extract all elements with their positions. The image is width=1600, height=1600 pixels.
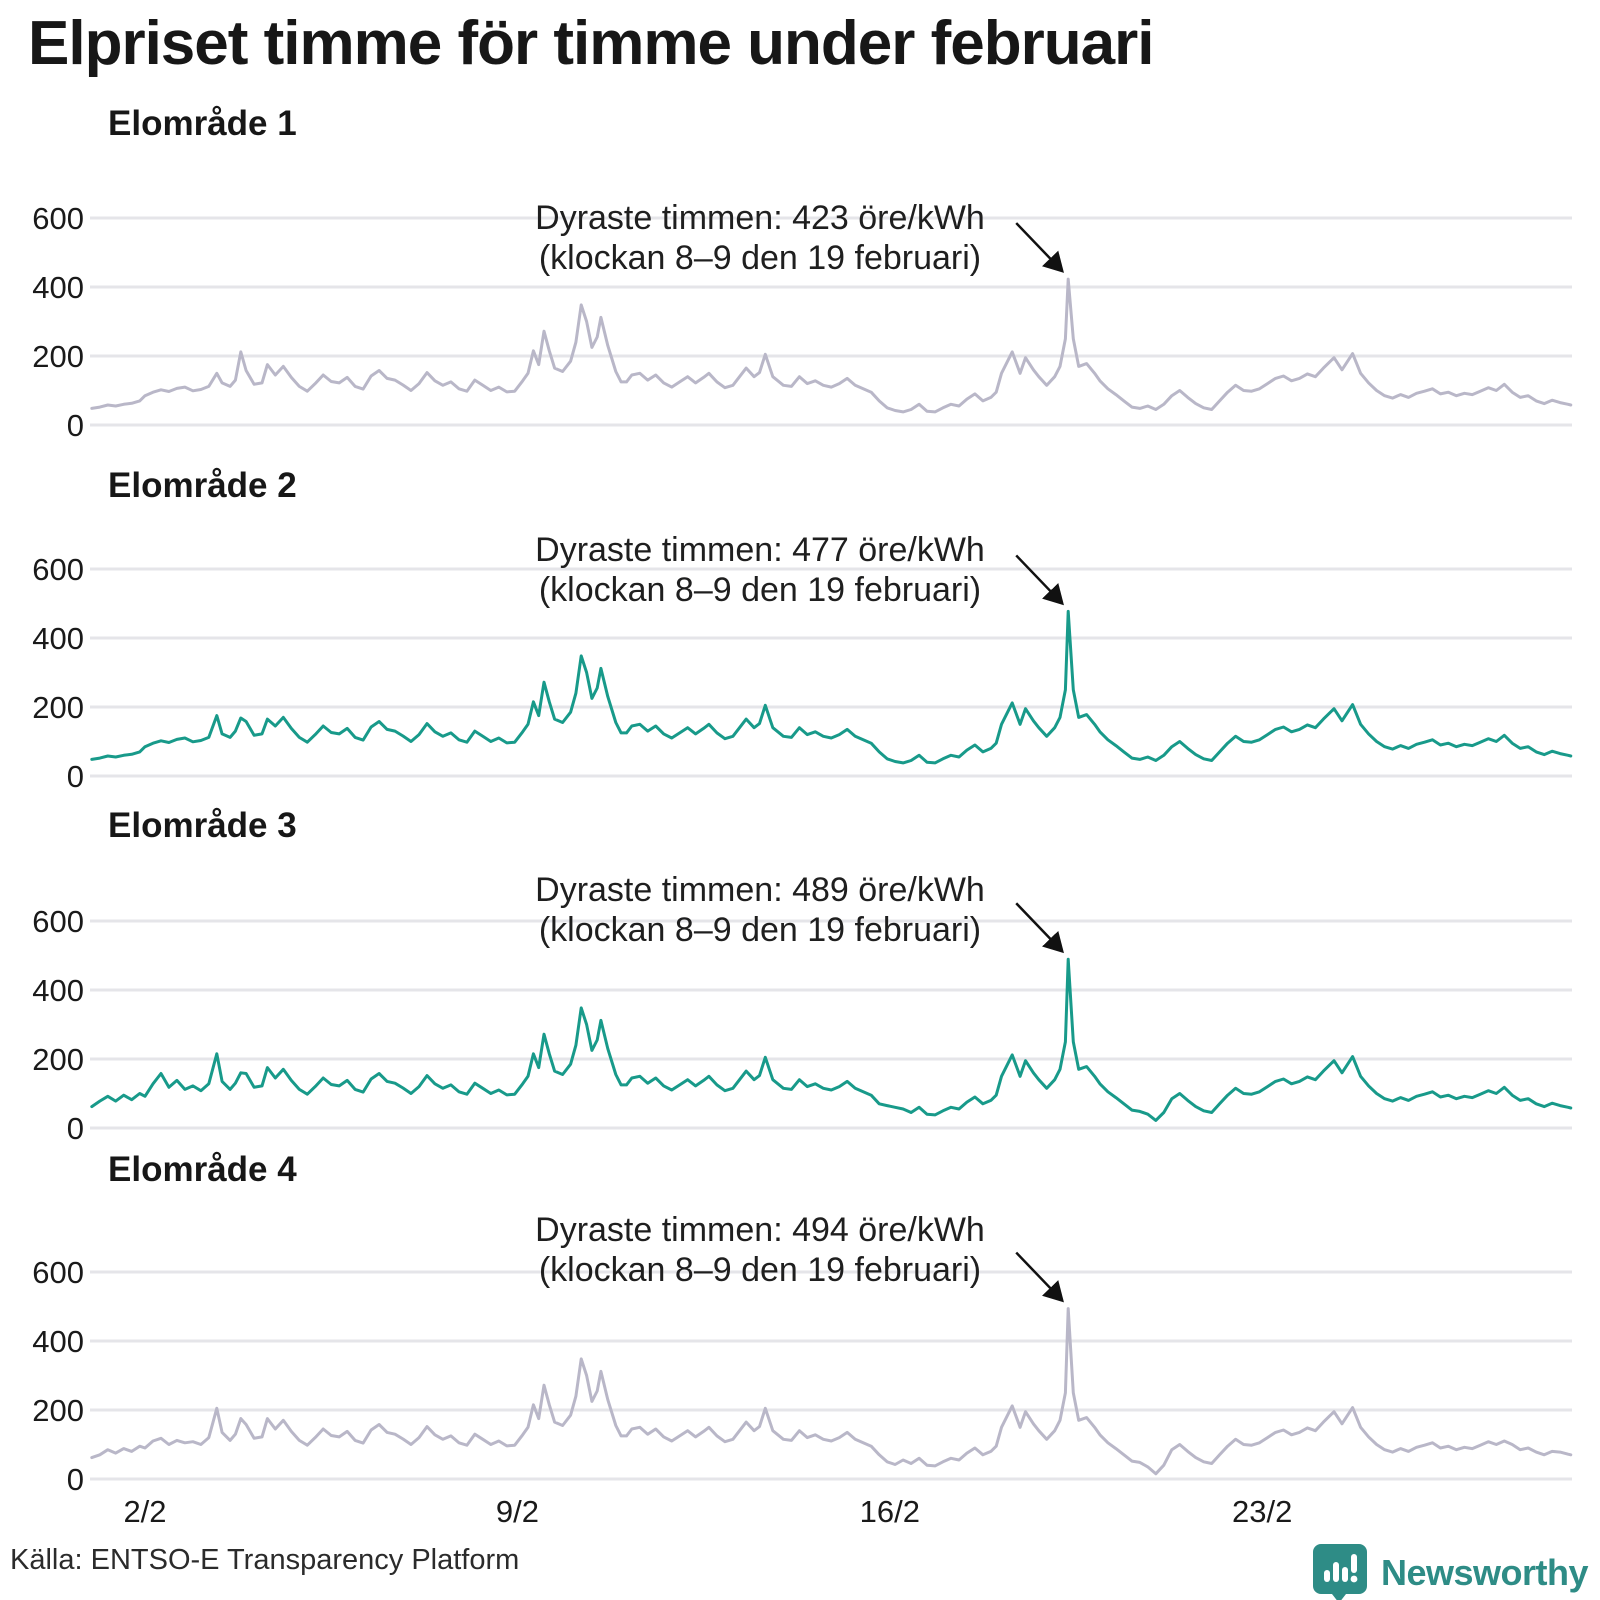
y-tick-label: 200 bbox=[32, 1042, 84, 1077]
price-line-2 bbox=[90, 609, 1573, 765]
page-title: Elpriset timme för timme under februari bbox=[28, 9, 1154, 78]
newsworthy-wordmark: Newsworthy bbox=[1380, 1552, 1589, 1593]
annotation-arrow-2 bbox=[1015, 554, 1064, 606]
annotation-elomrade-2: Dyraste timmen: 477 öre/kWh (klockan 8–9… bbox=[440, 530, 1080, 610]
annotation-line1: Dyraste timmen: 423 öre/kWh bbox=[535, 199, 985, 237]
y-tick-label: 200 bbox=[32, 690, 84, 725]
source-credit: Källa: ENTSO-E Transparency Platform bbox=[10, 1544, 520, 1576]
annotation-elomrade-3: Dyraste timmen: 489 öre/kWh (klockan 8–9… bbox=[440, 870, 1080, 950]
annotation-line2: (klockan 8–9 den 19 februari) bbox=[538, 571, 982, 609]
annotation-elomrade-4: Dyraste timmen: 494 öre/kWh (klockan 8–9… bbox=[440, 1210, 1080, 1290]
y-tick-label: 600 bbox=[32, 1255, 84, 1290]
annotation-arrow-3 bbox=[1015, 902, 1064, 954]
y-tick-label: 0 bbox=[67, 1111, 84, 1146]
annotation-line1: Dyraste timmen: 494 öre/kWh bbox=[535, 1211, 985, 1249]
panel-label-elomrade-2: Elområde 2 bbox=[108, 466, 297, 505]
y-tick-label: 200 bbox=[32, 1393, 84, 1428]
panel-label-elomrade-1: Elområde 1 bbox=[108, 104, 297, 143]
panel-label-elomrade-4: Elområde 4 bbox=[108, 1150, 297, 1189]
annotation-line2: (klockan 8–9 den 19 februari) bbox=[538, 239, 982, 277]
y-tick-label: 400 bbox=[32, 973, 84, 1008]
y-tick-label: 0 bbox=[67, 759, 84, 794]
y-tick-label: 400 bbox=[32, 621, 84, 656]
annotation-arrow-1 bbox=[1015, 222, 1064, 273]
x-tick-label: 16/2 bbox=[860, 1494, 920, 1529]
annotation-elomrade-1: Dyraste timmen: 423 öre/kWh (klockan 8–9… bbox=[440, 198, 1080, 278]
annotation-line2: (klockan 8–9 den 19 februari) bbox=[538, 1251, 982, 1289]
y-tick-label: 400 bbox=[32, 270, 84, 305]
x-tick-label: 2/2 bbox=[123, 1494, 166, 1529]
panel-label-elomrade-3: Elområde 3 bbox=[108, 806, 297, 845]
annotation-line2: (klockan 8–9 den 19 februari) bbox=[538, 911, 982, 949]
price-line-1 bbox=[90, 277, 1573, 414]
newsworthy-logo: Newsworthy bbox=[1311, 1542, 1589, 1600]
y-tick-label: 0 bbox=[67, 1462, 84, 1497]
newsworthy-bubble-icon bbox=[1312, 1544, 1367, 1600]
y-tick-label: 400 bbox=[32, 1324, 84, 1359]
price-line-4 bbox=[90, 1307, 1573, 1476]
y-tick-label: 600 bbox=[32, 201, 84, 236]
x-tick-label: 23/2 bbox=[1232, 1494, 1292, 1529]
y-tick-label: 0 bbox=[67, 408, 84, 443]
annotation-line1: Dyraste timmen: 489 öre/kWh bbox=[535, 871, 985, 909]
annotation-arrow-4 bbox=[1015, 1251, 1064, 1303]
annotation-line1: Dyraste timmen: 477 öre/kWh bbox=[535, 531, 985, 569]
y-tick-label: 600 bbox=[32, 552, 84, 587]
price-line-3 bbox=[90, 957, 1573, 1122]
y-tick-label: 200 bbox=[32, 339, 84, 374]
y-tick-label: 600 bbox=[32, 904, 84, 939]
x-tick-label: 9/2 bbox=[496, 1494, 539, 1529]
